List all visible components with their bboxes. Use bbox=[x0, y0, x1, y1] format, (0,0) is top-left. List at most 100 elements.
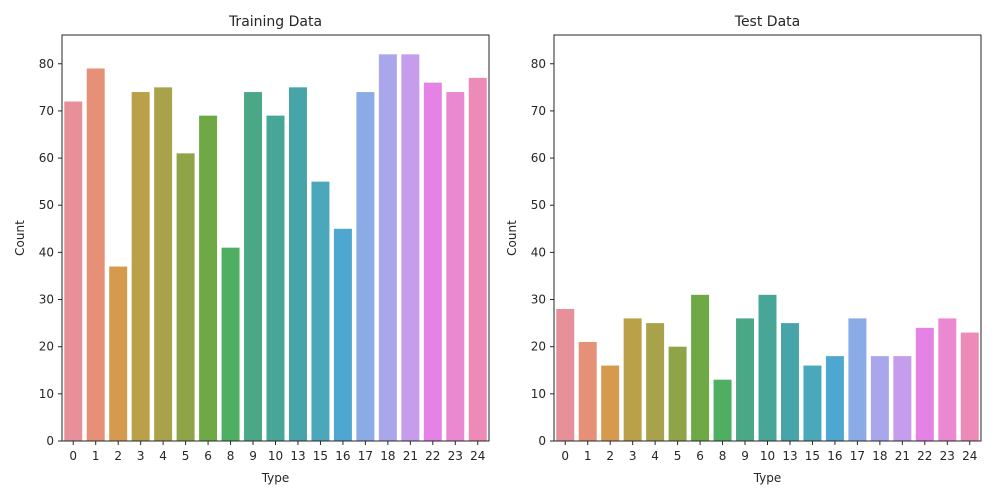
y-tick-label: 80 bbox=[531, 57, 546, 71]
bar-21 bbox=[401, 54, 420, 441]
x-tick-label: 4 bbox=[651, 449, 659, 463]
x-tick-label: 16 bbox=[335, 449, 350, 463]
y-tick-label: 20 bbox=[39, 340, 54, 354]
y-tick-label: 10 bbox=[39, 387, 54, 401]
x-tick-label: 18 bbox=[380, 449, 395, 463]
x-tick-label: 23 bbox=[448, 449, 463, 463]
y-tick-label: 30 bbox=[39, 293, 54, 307]
bar-5 bbox=[176, 153, 195, 441]
bar-18 bbox=[870, 356, 889, 441]
x-tick-label: 21 bbox=[895, 449, 910, 463]
x-tick-label: 15 bbox=[313, 449, 328, 463]
x-tick-label: 2 bbox=[114, 449, 122, 463]
x-tick-label: 1 bbox=[92, 449, 100, 463]
y-tick-label: 50 bbox=[39, 198, 54, 212]
x-tick-label: 6 bbox=[204, 449, 212, 463]
y-tick-label: 20 bbox=[531, 340, 546, 354]
x-tick-label: 0 bbox=[69, 449, 77, 463]
y-axis-label: Count bbox=[505, 220, 519, 256]
x-axis-label: Type bbox=[753, 471, 782, 485]
x-tick-label: 0 bbox=[561, 449, 569, 463]
x-tick-label: 15 bbox=[805, 449, 820, 463]
bar-13 bbox=[288, 87, 307, 441]
x-tick-label: 3 bbox=[629, 449, 637, 463]
x-tick-label: 1 bbox=[584, 449, 592, 463]
y-axis-label: Count bbox=[13, 220, 27, 256]
bar-4 bbox=[646, 323, 665, 441]
y-tick-label: 70 bbox=[39, 104, 54, 118]
x-tick-label: 9 bbox=[249, 449, 257, 463]
x-tick-label: 5 bbox=[182, 449, 190, 463]
x-tick-label: 10 bbox=[760, 449, 775, 463]
y-tick-label: 50 bbox=[531, 198, 546, 212]
x-tick-label: 13 bbox=[782, 449, 797, 463]
y-tick-label: 10 bbox=[531, 387, 546, 401]
x-tick-label: 4 bbox=[159, 449, 167, 463]
bar-0 bbox=[64, 101, 83, 442]
bar-10 bbox=[758, 294, 777, 441]
bar-18 bbox=[378, 54, 397, 441]
bar-2 bbox=[109, 266, 128, 441]
bar-8 bbox=[713, 379, 732, 441]
y-tick-label: 70 bbox=[531, 104, 546, 118]
bar-23 bbox=[446, 92, 465, 441]
x-tick-label: 9 bbox=[741, 449, 749, 463]
bar-9 bbox=[736, 318, 755, 441]
x-tick-label: 21 bbox=[403, 449, 418, 463]
test-chart: 0 1 2 3 4 5 6 8 9 10 13 15 16 17 18 21 22 23 2401020304050… bbox=[505, 14, 982, 485]
bar-24 bbox=[468, 77, 487, 441]
bar-1 bbox=[86, 68, 105, 441]
bar-16 bbox=[825, 356, 844, 441]
bar-1 bbox=[578, 341, 597, 441]
training-chart: 0 1 2 3 4 5 6 8 9 10 13 15 16 17 18 21 22 23 2401020304050… bbox=[13, 14, 490, 485]
bar-6 bbox=[691, 294, 710, 441]
bar-4 bbox=[154, 87, 173, 441]
bar-16 bbox=[333, 228, 352, 441]
bar-6 bbox=[199, 115, 218, 441]
y-tick-label: 80 bbox=[39, 57, 54, 71]
y-tick-label: 40 bbox=[39, 245, 54, 259]
bar-21 bbox=[893, 356, 912, 441]
bar-17 bbox=[848, 318, 867, 441]
y-tick-label: 0 bbox=[46, 434, 54, 448]
bar-15 bbox=[803, 365, 822, 441]
bar-24 bbox=[960, 332, 979, 441]
x-tick-label: 24 bbox=[962, 449, 977, 463]
x-tick-label: 3 bbox=[137, 449, 145, 463]
x-tick-label: 8 bbox=[227, 449, 235, 463]
y-tick-label: 60 bbox=[39, 151, 54, 165]
x-tick-label: 8 bbox=[719, 449, 727, 463]
bar-9 bbox=[244, 92, 263, 441]
x-tick-label: 22 bbox=[425, 449, 440, 463]
bar-0 bbox=[556, 308, 575, 441]
x-tick-label: 17 bbox=[358, 449, 373, 463]
bar-17 bbox=[356, 92, 375, 441]
bar-23 bbox=[938, 318, 957, 441]
x-tick-label: 23 bbox=[940, 449, 955, 463]
x-tick-label: 16 bbox=[827, 449, 842, 463]
bar-2 bbox=[601, 365, 620, 441]
chart-title: Training Data bbox=[228, 14, 322, 30]
x-tick-label: 18 bbox=[872, 449, 887, 463]
x-tick-label: 2 bbox=[606, 449, 614, 463]
x-tick-label: 5 bbox=[674, 449, 682, 463]
bar-22 bbox=[915, 327, 934, 441]
x-tick-label: 24 bbox=[470, 449, 485, 463]
x-axis-label: Type bbox=[261, 471, 290, 485]
bar-5 bbox=[668, 346, 687, 441]
x-tick-label: 6 bbox=[696, 449, 704, 463]
y-tick-label: 40 bbox=[531, 245, 546, 259]
bar-3 bbox=[623, 318, 642, 441]
bar-3 bbox=[131, 92, 150, 441]
x-tick-label: 17 bbox=[850, 449, 865, 463]
x-tick-label: 10 bbox=[268, 449, 283, 463]
bar-10 bbox=[266, 115, 285, 441]
y-tick-label: 60 bbox=[531, 151, 546, 165]
bar-8 bbox=[221, 247, 240, 441]
y-tick-label: 0 bbox=[538, 434, 546, 448]
y-tick-label: 30 bbox=[531, 293, 546, 307]
bar-13 bbox=[780, 323, 799, 441]
chart-title: Test Data bbox=[734, 14, 800, 30]
bar-15 bbox=[311, 181, 330, 442]
